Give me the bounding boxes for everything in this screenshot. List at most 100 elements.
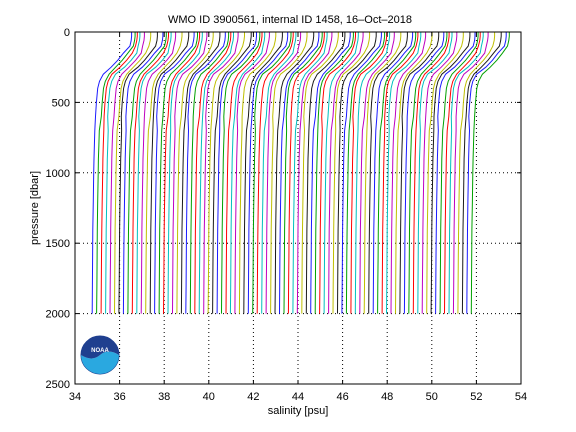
profile-line (261, 32, 297, 314)
profile-line (332, 32, 371, 314)
profile-line (301, 32, 339, 314)
profile-line (421, 32, 458, 314)
profile-line (430, 32, 471, 314)
profile-line (310, 32, 351, 314)
x-tick-label: 42 (247, 391, 259, 403)
profile-line (91, 32, 133, 314)
profile-line (127, 32, 167, 314)
profile-line (229, 32, 266, 314)
profile-line (122, 32, 164, 314)
profile-line (265, 32, 302, 314)
x-tick-label: 38 (158, 391, 170, 403)
profile-line (466, 32, 507, 314)
profile-line (287, 32, 325, 314)
profile-line (167, 32, 203, 314)
profile-line (180, 32, 221, 314)
profile-line (279, 32, 320, 314)
profile-line (417, 32, 453, 314)
profile-line (185, 32, 226, 314)
profile-line (328, 32, 364, 314)
noaa-logo: NOAA (80, 335, 120, 375)
profile-line (118, 32, 158, 314)
x-tick-label: 34 (69, 391, 81, 403)
profile-line (390, 32, 427, 314)
profile-line (270, 32, 308, 314)
profile-line (203, 32, 239, 314)
profile-line (350, 32, 388, 314)
profile-line (149, 32, 190, 314)
x-tick-label: 40 (203, 391, 215, 403)
noaa-logo-text: NOAA (91, 348, 109, 354)
profile-line (176, 32, 214, 314)
profile-line (247, 32, 289, 314)
y-tick-label: 2000 (46, 309, 70, 321)
profile-line (221, 32, 261, 314)
profile-line (105, 32, 141, 314)
profile-line (372, 32, 414, 314)
profile-line (274, 32, 315, 314)
y-axis: 0 500 1000 1500 2000 2500 (46, 27, 521, 391)
profile-line (158, 32, 198, 314)
profile-line (426, 32, 464, 314)
profile-line (448, 32, 484, 314)
y-tick-label: 1000 (46, 168, 70, 180)
profile-line (283, 32, 323, 314)
profile-line (243, 32, 283, 314)
profile-line (457, 32, 496, 314)
profile-line (363, 32, 402, 314)
profile-line (96, 32, 136, 314)
profile-line (319, 32, 356, 314)
profile-line (207, 32, 245, 314)
profile-line (395, 32, 433, 314)
x-tick-label: 36 (113, 391, 125, 403)
profile-line (194, 32, 232, 314)
chart-title: WMO ID 3900561, internal ID 1458, 16–Oct… (168, 14, 412, 26)
profile-line (337, 32, 377, 314)
profile-line (323, 32, 359, 314)
y-tick-label: 1500 (46, 238, 70, 250)
profile-line (386, 32, 422, 314)
profile-line (461, 32, 502, 314)
profile-line (408, 32, 448, 314)
profile-line (189, 32, 230, 314)
x-tick-label: 48 (381, 391, 393, 403)
profile-line (292, 32, 328, 314)
profile-line (381, 32, 419, 314)
x-tick-label: 54 (515, 391, 527, 403)
x-tick-label: 50 (426, 391, 438, 403)
profile-line (140, 32, 177, 314)
profile-line (238, 32, 277, 314)
profile-line (216, 32, 257, 314)
x-tick-label: 44 (292, 391, 304, 403)
profile-lines (91, 32, 510, 314)
x-axis-label: salinity [psu] (268, 405, 329, 417)
profile-line (412, 32, 450, 314)
profile-line (305, 32, 346, 314)
profile-line (399, 32, 440, 314)
profile-line (145, 32, 183, 314)
profile-line (212, 32, 252, 314)
x-tick-label: 52 (470, 391, 482, 403)
profile-line (256, 32, 294, 314)
profile-line (341, 32, 382, 314)
profile-line (252, 32, 292, 314)
profile-line (377, 32, 417, 314)
profile-line (439, 32, 479, 314)
x-tick-label: 46 (336, 391, 348, 403)
profile-line (345, 32, 386, 314)
profile-line (154, 32, 195, 314)
profile-line (359, 32, 395, 314)
profile-line (163, 32, 201, 314)
profile-line (172, 32, 208, 314)
profile-line (136, 32, 172, 314)
x-axis: 34 36 38 40 42 44 46 48 50 52 54 (69, 32, 527, 403)
profile-line (198, 32, 234, 314)
profile-line (470, 32, 510, 314)
y-axis-label: pressure [dbar] (29, 171, 41, 245)
profile-line (296, 32, 333, 314)
profile-line (314, 32, 354, 314)
profile-line (444, 32, 481, 314)
y-tick-label: 500 (52, 97, 70, 109)
profile-line (225, 32, 263, 314)
